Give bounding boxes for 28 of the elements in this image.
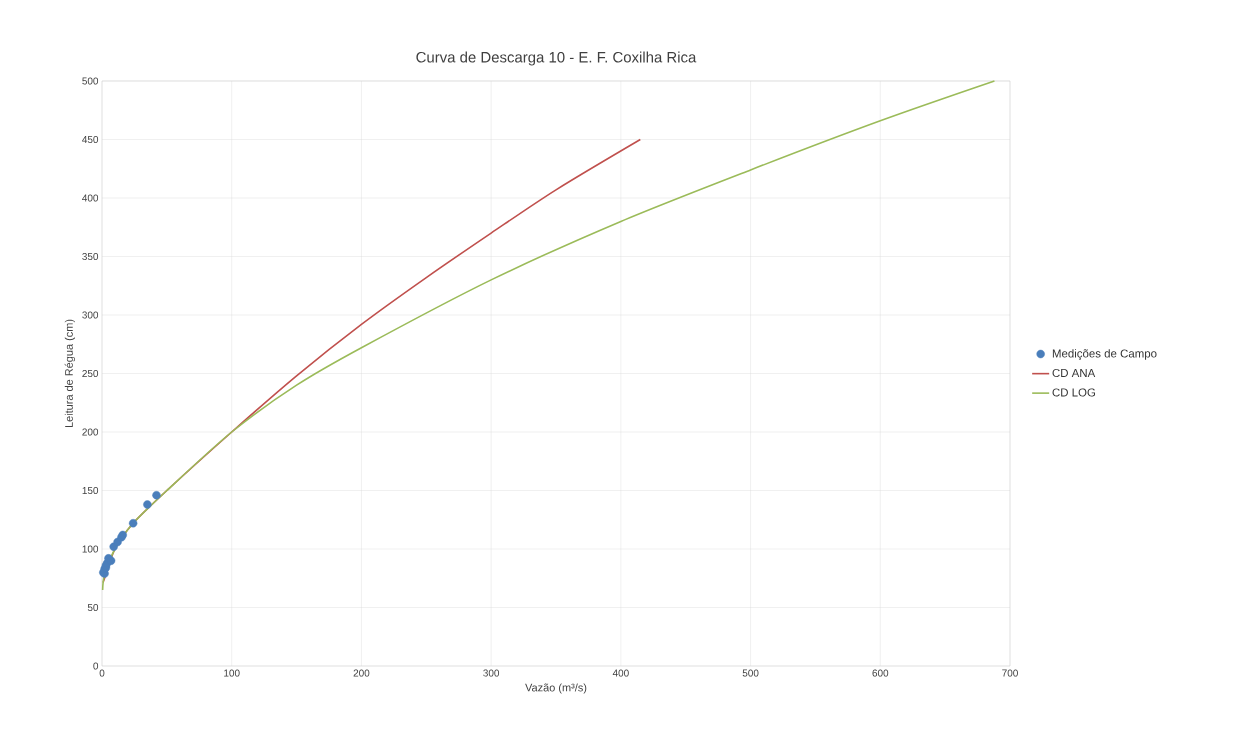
y-tick-label: 0 (93, 662, 99, 670)
x-tick-label: 100 (224, 669, 240, 677)
y-tick-label: 100 (82, 545, 99, 553)
x-tick-label: 400 (612, 669, 629, 677)
x-tick-label: 0 (99, 669, 105, 677)
y-tick-label: 350 (82, 252, 99, 261)
point (128, 519, 138, 528)
y-tick-label: 200 (82, 428, 99, 436)
point (152, 490, 161, 500)
y-tick-label: 400 (82, 194, 99, 202)
x-tick-label: 600 (872, 669, 889, 677)
x-tick-label: 700 (1002, 669, 1018, 677)
legend-label: CD LOG (1052, 388, 1096, 397)
y-tick-label: 150 (82, 486, 99, 495)
legend-label: CD ANA (1052, 368, 1096, 378)
y-tick-label: 300 (82, 311, 99, 319)
x-tick-label: 200 (353, 669, 370, 677)
x-tick-label: 500 (742, 669, 759, 677)
y-tick-label: 450 (82, 135, 99, 144)
y-tick-label: 250 (82, 369, 99, 378)
legend-label: Medições de Campo (1052, 349, 1157, 360)
chart-title: Curva de Descarga 10 - E. F. Coxilha Rica (416, 51, 697, 66)
x-axis-title: Vazão (m³/s) (525, 683, 587, 694)
point (143, 500, 152, 509)
y-tick-label: 500 (82, 77, 99, 85)
y-tick-label: 50 (87, 603, 99, 612)
x-tick-label: 300 (483, 669, 500, 677)
y-axis-title: Leitura de Régua (cm) (64, 319, 76, 428)
